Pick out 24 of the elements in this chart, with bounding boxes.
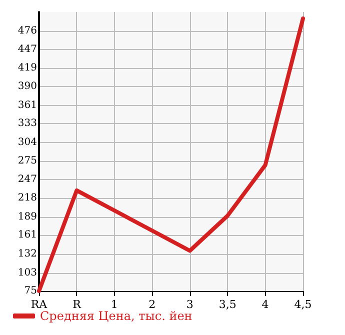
y-tick-label: 247	[18, 174, 37, 185]
x-tick-label: 1	[110, 298, 118, 311]
y-tick-label: 103	[18, 267, 37, 278]
y-tick-label: 161	[18, 230, 37, 241]
x-tick-label: R	[72, 298, 82, 311]
x-tick-label: 3	[186, 298, 194, 311]
y-tick-label: 361	[18, 100, 37, 111]
y-tick-label: 333	[18, 118, 37, 130]
y-tick-label: 447	[18, 44, 37, 56]
x-tick-label: 3,5	[218, 298, 236, 311]
y-tick-label: 75	[24, 286, 37, 296]
y-tick-label: 218	[18, 192, 37, 204]
y-tick-label: 419	[18, 62, 37, 74]
x-tick-label: 4,5	[294, 298, 312, 311]
y-tick-label: 189	[18, 212, 37, 223]
y-tick-label: 275	[18, 156, 37, 167]
legend-label: Средняя Цена, тыс. йен	[40, 309, 192, 323]
x-tick-label: 2	[148, 298, 156, 311]
y-tick-label: 304	[18, 136, 37, 148]
y-tick-label: 390	[18, 81, 37, 92]
x-tick-label: 4	[262, 298, 269, 311]
y-tick-label: 132	[18, 248, 37, 260]
y-tick-label: 476	[18, 25, 37, 36]
x-tick-label: RA	[30, 298, 48, 311]
